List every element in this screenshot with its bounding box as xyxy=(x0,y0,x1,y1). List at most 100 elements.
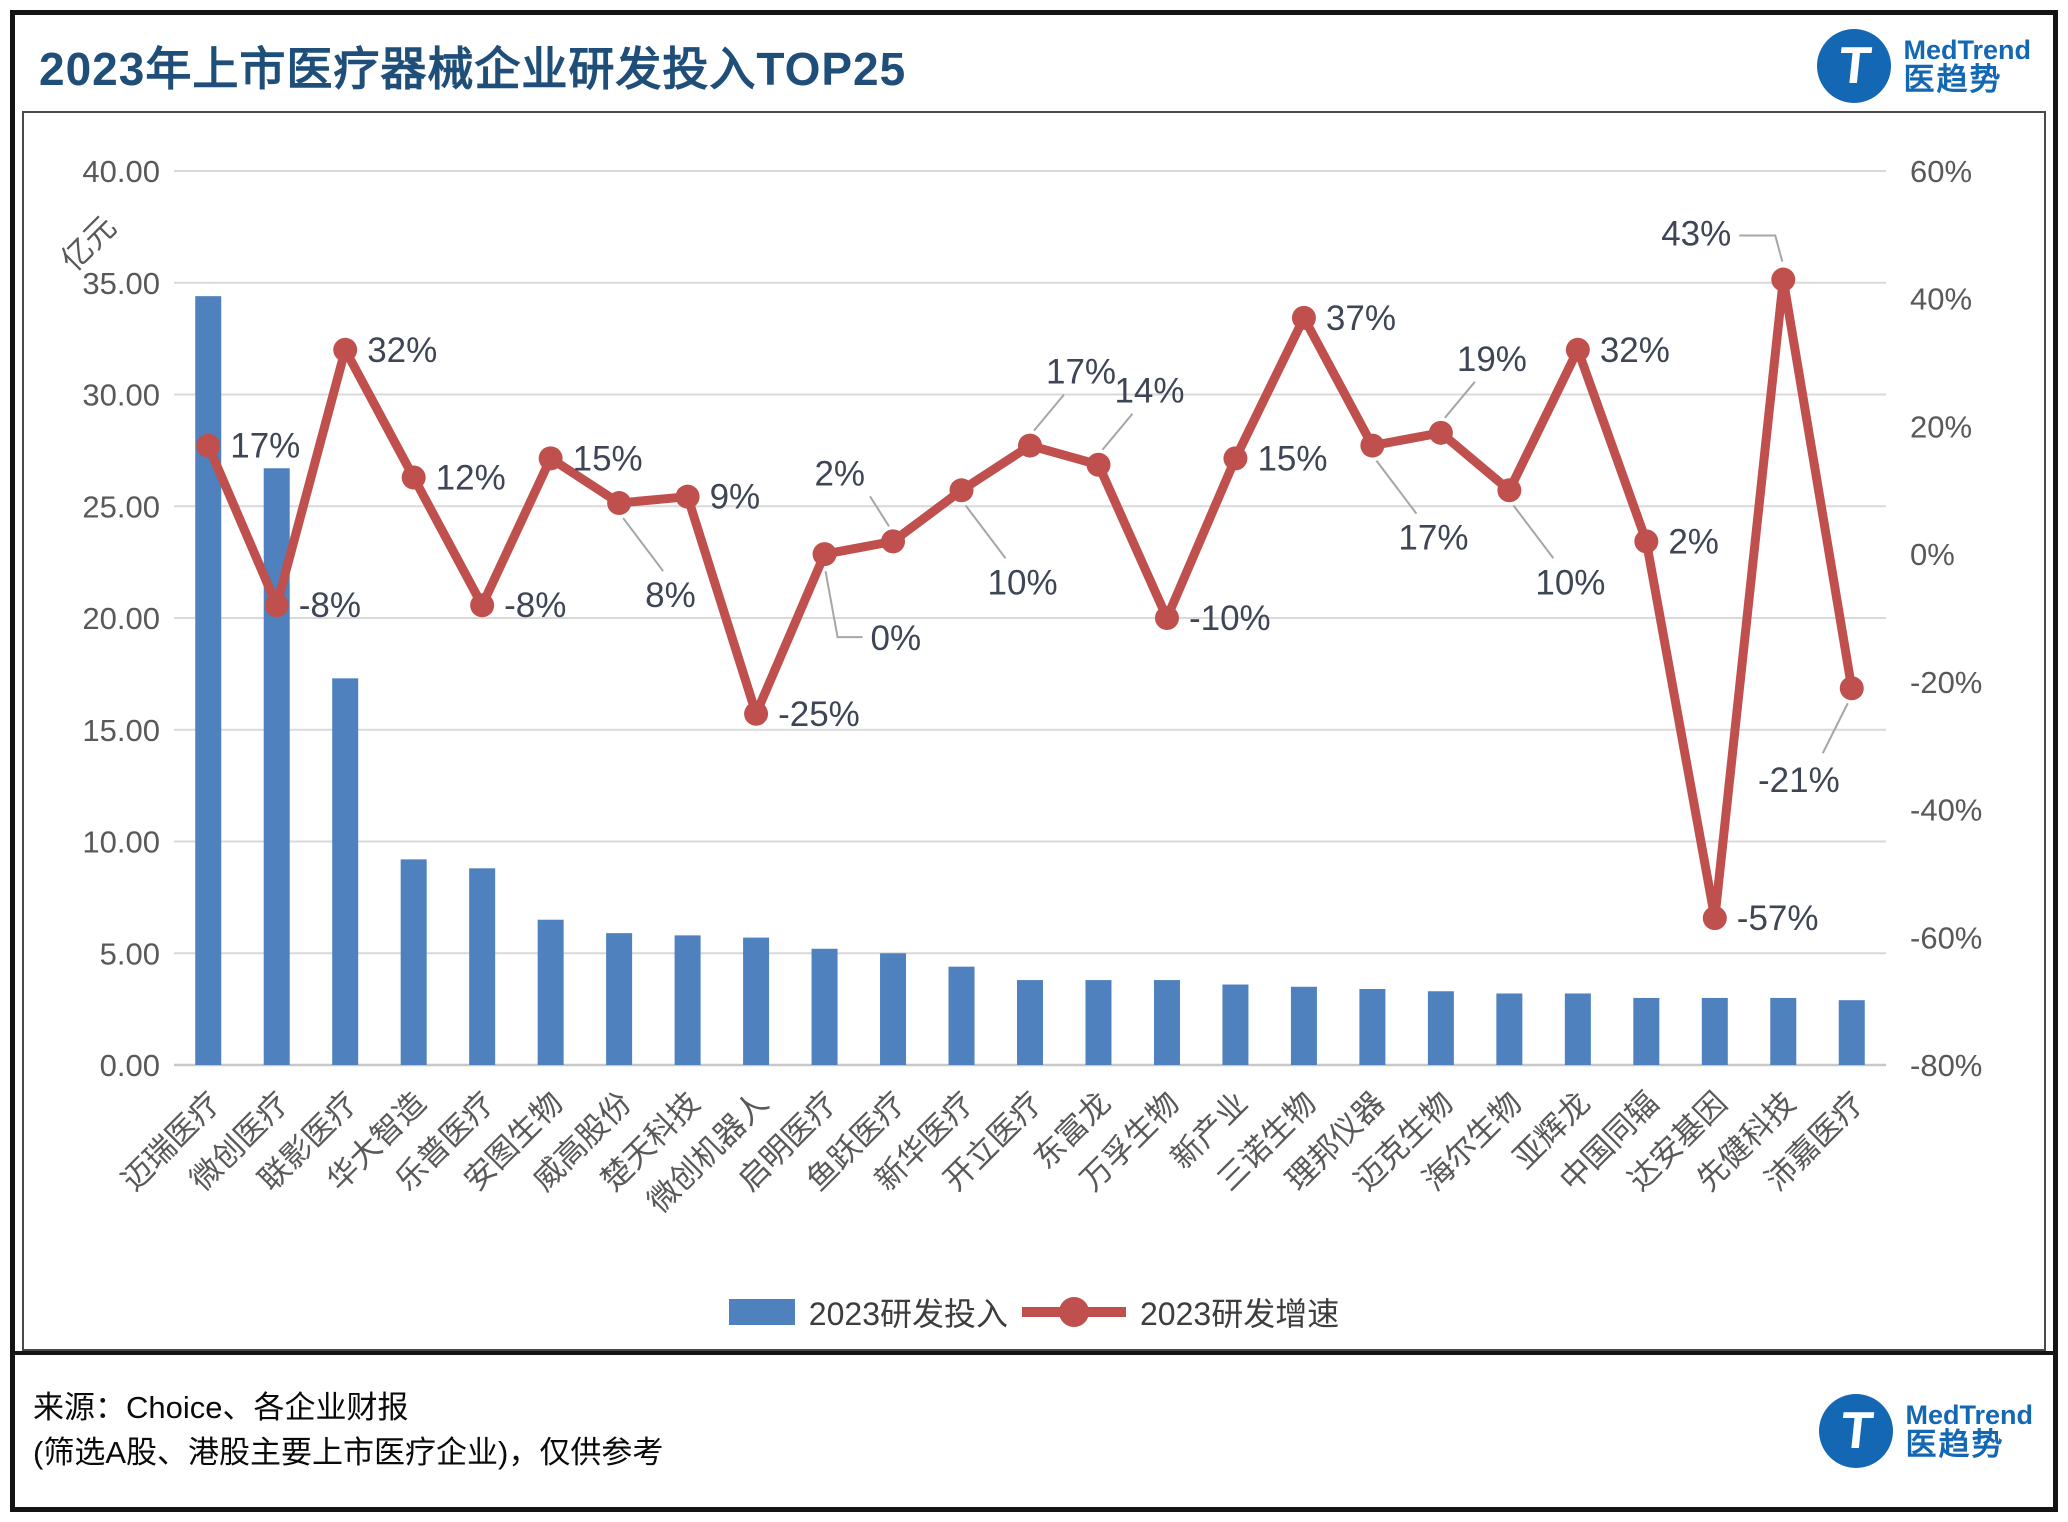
svg-text:30.00: 30.00 xyxy=(82,378,160,413)
line-point-理邦仪器 xyxy=(1360,433,1385,458)
bar-楚天科技 xyxy=(674,935,701,1065)
brand-logo: T MedTrend 医趋势 xyxy=(1817,29,2031,103)
line-point-华大智造 xyxy=(401,465,426,490)
outer-frame: 2023年上市医疗器械企业研发投入TOP25 T MedTrend 医趋势 17… xyxy=(10,10,2058,1512)
bar-迈瑞医疗 xyxy=(195,296,222,1065)
bar-达安基因 xyxy=(1701,997,1728,1065)
line-series xyxy=(196,267,1864,931)
combo-chart: 17%-8%32%12%-8%15%8%9%-25%0%2%10%17%14%-… xyxy=(54,154,1982,1220)
chart-legend: 2023研发投入 2023研发增速 xyxy=(24,1289,2044,1335)
data-labels: 17%-8%32%12%-8%15%8%9%-25%0%2%10%17%14%-… xyxy=(230,215,1840,939)
bar-中国同辐 xyxy=(1633,997,1660,1065)
svg-text:60%: 60% xyxy=(1910,154,1972,189)
bar-开立医疗 xyxy=(1017,980,1043,1065)
bar-东富龙 xyxy=(1085,980,1112,1065)
line-point-达安基因 xyxy=(1702,906,1727,931)
growth-label-联影医疗: 32% xyxy=(367,331,437,370)
brand-logo-icon: T xyxy=(1819,1394,1894,1468)
line-point-先健科技 xyxy=(1771,267,1796,292)
line-point-沛嘉医疗 xyxy=(1839,676,1864,701)
line-point-乐普医疗 xyxy=(470,593,495,618)
svg-text:-60%: -60% xyxy=(1910,920,1982,955)
growth-label-亚辉龙: 32% xyxy=(1600,331,1670,370)
svg-text:25.00: 25.00 xyxy=(82,489,160,524)
svg-text:0.00: 0.00 xyxy=(100,1048,160,1083)
svg-text:-40%: -40% xyxy=(1910,793,1982,828)
line-point-鱼跃医疗 xyxy=(881,529,906,554)
bar-万孚生物 xyxy=(1153,980,1180,1065)
page-title: 2023年上市医疗器械企业研发投入TOP25 xyxy=(39,43,907,95)
line-point-开立医疗 xyxy=(1018,433,1042,458)
growth-label-启明医疗: 0% xyxy=(871,619,922,658)
growth-label-开立医疗: 17% xyxy=(1046,353,1116,392)
bar-威高股份 xyxy=(606,933,633,1065)
growth-label-三诺生物: 37% xyxy=(1326,299,1396,338)
svg-text:-20%: -20% xyxy=(1910,665,1982,700)
bar-先健科技 xyxy=(1770,997,1797,1065)
line-point-迈克生物 xyxy=(1428,420,1453,445)
bar-series xyxy=(195,296,1865,1065)
bar-沛嘉医疗 xyxy=(1838,1000,1865,1065)
svg-text:5.00: 5.00 xyxy=(100,936,160,971)
line-point-微创医疗 xyxy=(264,593,289,618)
gridlines xyxy=(174,170,1886,1067)
bar-华大智造 xyxy=(400,859,427,1065)
chart-panel: 17% -8% 32% 12% -8% 15% 8% 9% -25% 0% 2% 10% 17% 14% -… xyxy=(22,111,2046,1351)
brand-name-zh: 医趋势 xyxy=(1905,1426,2005,1462)
bar-联影医疗 xyxy=(332,678,359,1065)
growth-label-微创医疗: -8% xyxy=(299,586,361,625)
svg-text:35.00: 35.00 xyxy=(82,266,160,301)
legend-line-swatch xyxy=(1022,1297,1126,1327)
legend-bar-swatch xyxy=(728,1299,795,1325)
line-point-海尔生物 xyxy=(1497,478,1522,503)
svg-text:10.00: 10.00 xyxy=(82,825,160,860)
line-point-中国同辐 xyxy=(1634,529,1659,554)
growth-label-威高股份: 8% xyxy=(645,576,696,615)
bar-鱼跃医疗 xyxy=(880,953,907,1065)
growth-label-楚天科技: 9% xyxy=(710,478,761,517)
source-line2: (筛选A股、港股主要上市医疗企业)，仅供参考 xyxy=(33,1435,664,1470)
svg-text:20%: 20% xyxy=(1910,409,1972,444)
line-point-安图生物 xyxy=(538,446,563,471)
bar-安图生物 xyxy=(537,919,564,1065)
legend-line-marker xyxy=(1059,1297,1089,1327)
growth-label-乐普医疗: -8% xyxy=(504,586,566,625)
brand-name-zh: 医趋势 xyxy=(1903,61,2003,97)
bar-启明医疗 xyxy=(811,948,838,1065)
growth-label-新华医疗: 10% xyxy=(988,563,1058,602)
svg-text:-80%: -80% xyxy=(1910,1048,1982,1083)
bar-新华医疗 xyxy=(948,966,975,1065)
growth-label-海尔生物: 10% xyxy=(1535,563,1605,602)
growth-label-理邦仪器: 17% xyxy=(1398,519,1468,558)
bar-三诺生物 xyxy=(1290,986,1317,1065)
line-point-微创机器人 xyxy=(744,701,769,726)
bar-新产业 xyxy=(1222,984,1249,1065)
brand-logo-icon: T xyxy=(1817,29,1892,103)
growth-label-新产业: 15% xyxy=(1257,439,1327,478)
line-point-东富龙 xyxy=(1086,452,1111,477)
line-point-新华医疗 xyxy=(949,478,974,503)
brand-name-en: MedTrend xyxy=(1903,34,2031,65)
line-point-楚天科技 xyxy=(675,484,700,509)
source-line1: 来源：Choice、各企业财报 xyxy=(33,1390,409,1426)
svg-text:40.00: 40.00 xyxy=(82,154,160,189)
bar-亚辉龙 xyxy=(1564,993,1591,1065)
legend-line-label: 2023研发增速 xyxy=(1140,1296,1340,1332)
brand-logo-footer: T MedTrend 医趋势 xyxy=(1819,1394,2033,1468)
line-point-万孚生物 xyxy=(1154,606,1179,630)
bar-理邦仪器 xyxy=(1359,989,1386,1065)
growth-label-先健科技: 43% xyxy=(1661,215,1731,254)
line-point-威高股份 xyxy=(607,491,632,516)
growth-label-迈克生物: 19% xyxy=(1457,340,1527,379)
svg-text:40%: 40% xyxy=(1910,282,1972,317)
growth-label-迈瑞医疗: 17% xyxy=(230,427,300,466)
svg-text:20.00: 20.00 xyxy=(82,601,160,636)
growth-label-万孚生物: -10% xyxy=(1189,599,1271,638)
growth-label-华大智造: 12% xyxy=(436,459,506,498)
svg-text:15.00: 15.00 xyxy=(82,713,160,748)
source-note: 来源：Choice、各企业财报 (筛选A股、港股主要上市医疗企业)，仅供参考 xyxy=(33,1386,663,1476)
line-point-迈瑞医疗 xyxy=(196,433,221,458)
bar-乐普医疗 xyxy=(469,868,496,1065)
line-point-新产业 xyxy=(1223,446,1248,471)
header: 2023年上市医疗器械企业研发投入TOP25 T MedTrend 医趋势 xyxy=(15,15,2053,111)
